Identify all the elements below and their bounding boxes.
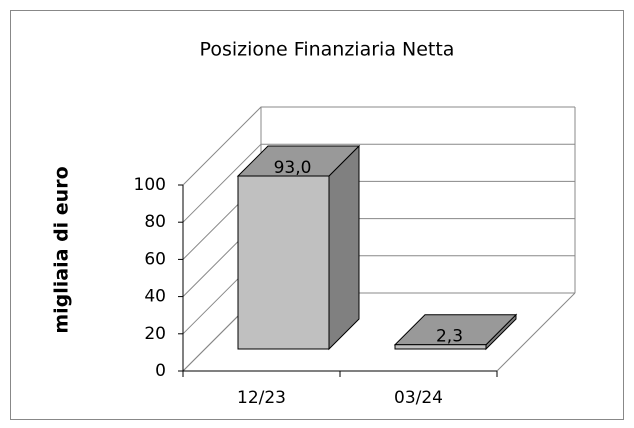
y-tick-label: 40 [144,287,166,307]
grid-line [182,106,575,186]
y-axis-label: migliaia di euro [51,166,73,333]
bar [237,175,330,350]
grid-line [182,143,575,223]
x-tick-label: 12/23 [237,388,286,408]
data-label: 2,3 [436,327,463,347]
bar [394,344,487,350]
bar-side [328,144,360,351]
y-tick-label: 80 [144,212,166,232]
y-tick-label: 100 [134,175,166,195]
y-tick-label: 60 [144,249,166,269]
y-tick-label: 0 [155,361,166,381]
data-label: 93,0 [274,158,312,178]
wall-edge [496,292,576,372]
chart-title: Posizione Finanziaria Netta [200,39,455,61]
x-tick-label: 03/24 [394,388,443,408]
y-tick-label: 20 [144,324,166,344]
